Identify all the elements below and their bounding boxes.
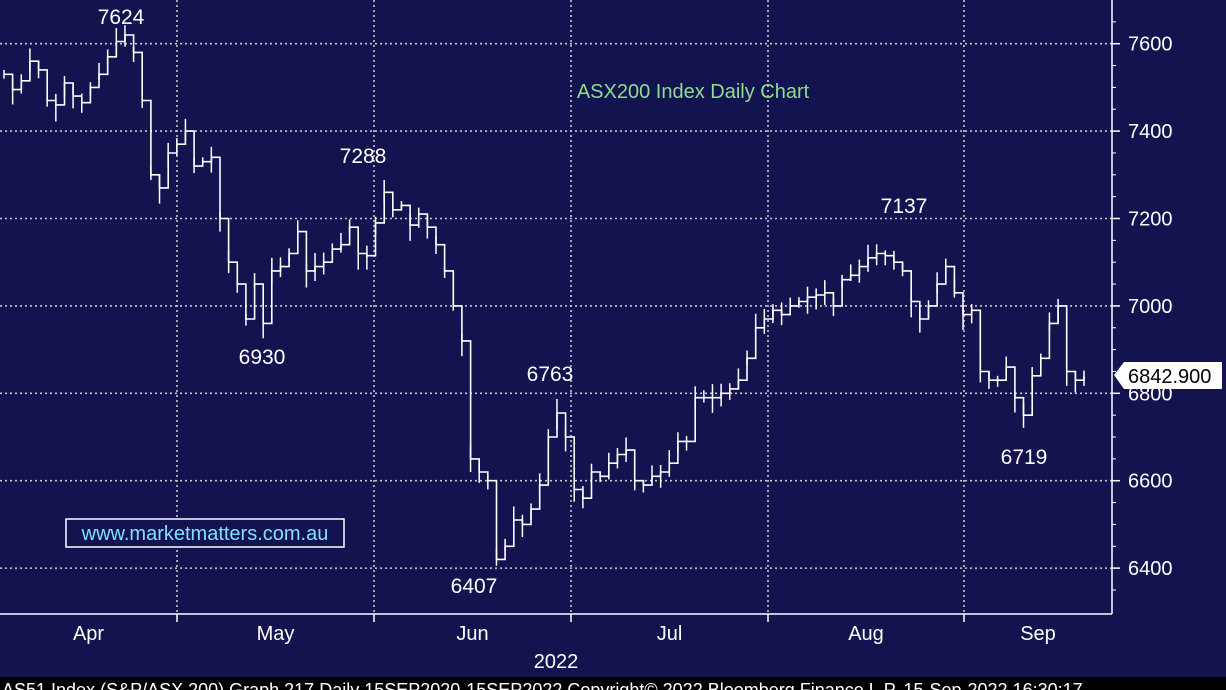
x-month-label-May: May (257, 623, 295, 645)
annotation-7288: 7288 (340, 145, 387, 168)
y-tick-label-6600: 6600 (1128, 471, 1173, 493)
x-month-label-Aug: Aug (848, 623, 884, 645)
footer-bar (0, 677, 1226, 690)
y-tick-label-7400: 7400 (1128, 121, 1173, 143)
chart-title: ASX200 Index Daily Chart (577, 81, 810, 103)
annotation-7137: 7137 (881, 195, 928, 218)
footer-text: AS51 Index (S&P/ASX 200) Graph 217 Daily… (2, 680, 1083, 690)
x-axis: Apr May Jun Jul Aug Sep (0, 613, 1112, 645)
watermark-url[interactable]: www.marketmatters.com.au (81, 523, 329, 545)
y-tick-label-7200: 7200 (1128, 209, 1173, 231)
price-annotations: 7624 6930 7288 6407 6763 7137 6719 (98, 6, 1048, 598)
x-month-label-Jul: Jul (657, 623, 683, 645)
last-price-label: 6842.900 (1128, 366, 1211, 388)
price-step-line (4, 34, 1085, 561)
annotation-7624: 7624 (98, 6, 145, 29)
annotation-6719: 6719 (1001, 446, 1048, 469)
annotation-6930: 6930 (239, 346, 286, 369)
x-month-label-Apr: Apr (73, 623, 104, 645)
x-month-label-Jun: Jun (456, 623, 488, 645)
y-tick-label-6400: 6400 (1128, 558, 1173, 580)
annotation-6407: 6407 (451, 575, 498, 598)
annotation-6763: 6763 (527, 363, 574, 386)
watermark-box (65, 518, 345, 548)
y-tick-label-7600: 7600 (1128, 34, 1173, 56)
price-bars (3, 25, 1085, 566)
year-label: 2022 (534, 651, 579, 673)
last-price-marker: 6842.900 (1114, 362, 1222, 389)
y-tick-label-7000: 7000 (1128, 296, 1173, 318)
x-month-label-Sep: Sep (1020, 623, 1056, 645)
last-price-arrow (1114, 362, 1222, 389)
